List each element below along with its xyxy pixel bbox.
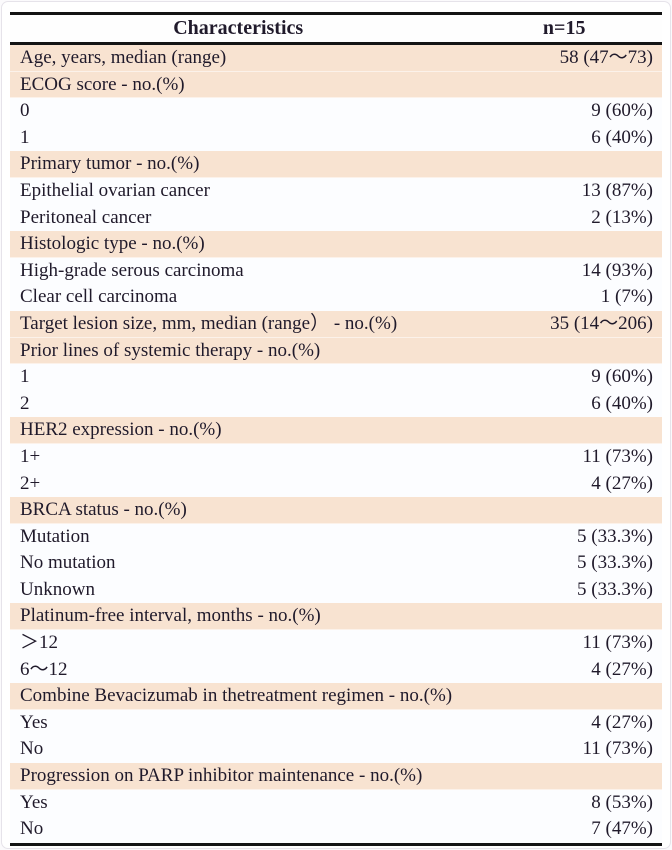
row-label: Yes (20, 711, 48, 733)
row-value (653, 683, 662, 709)
row-label: No (20, 818, 44, 840)
row-value: 35 (14～206) (550, 312, 653, 334)
row-label: 1 (20, 366, 30, 388)
row-value: 11 (73%) (582, 445, 653, 467)
row-label: Yes (20, 791, 48, 813)
row-value: 5 (33.3%) (577, 552, 653, 574)
row-label: Progression on PARP inhibitor maintenanc… (20, 765, 423, 787)
table-row: Platinum-free interval, months - no.(%) (10, 603, 662, 631)
row-value: 8 (53%) (591, 791, 653, 813)
table-header-row: Characteristics n=15 (10, 15, 662, 42)
table-row: 6～12 4 (27%) (10, 656, 662, 684)
row-label: High-grade serous carcinoma (20, 259, 244, 281)
row-label: Histologic type - no.(%) (20, 233, 205, 255)
table-row: No 11 (73%) (10, 736, 662, 764)
row-label: 2+ (20, 472, 41, 494)
header-characteristics: Characteristics (173, 17, 304, 39)
row-value: 11 (73%) (582, 738, 653, 760)
row-label: Prior lines of systemic therapy - no.(%) (20, 339, 321, 361)
table-row: 1+ 11 (73%) (10, 443, 662, 471)
row-label: ECOG score - no.(%) (20, 73, 185, 95)
row-value (653, 151, 662, 177)
table-row: Prior lines of systemic therapy - no.(%) (10, 337, 662, 365)
table-row: Yes 4 (27%) (10, 709, 662, 737)
row-value: 4 (27%) (591, 472, 653, 494)
table-top-rule (10, 12, 662, 15)
row-label: 2 (20, 392, 30, 414)
table-row: Yes 8 (53%) (10, 789, 662, 817)
row-value: 6 (40%) (591, 126, 653, 148)
row-value (653, 417, 662, 443)
row-label: Age, years, median (range) (20, 47, 227, 68)
row-label: 0 (20, 100, 30, 122)
row-label: 1 (20, 126, 30, 148)
table-bottom-rule (10, 842, 662, 846)
row-value: 6 (40%) (591, 392, 653, 414)
row-label: Primary tumor - no.(%) (20, 153, 200, 175)
row-value: 14 (93%) (581, 259, 653, 281)
row-label: Clear cell carcinoma (20, 286, 178, 308)
row-value (653, 338, 662, 364)
table-row: Primary tumor - no.(%) (10, 151, 662, 178)
table-row: No mutation 5 (33.3%) (10, 550, 662, 577)
row-value: 2 (13%) (591, 206, 653, 228)
table-row: Clear cell carcinoma 1 (7%) (10, 284, 662, 311)
row-label: Epithelial ovarian cancer (20, 179, 210, 201)
row-value: 13 (87%) (581, 179, 653, 201)
row-value (653, 231, 662, 257)
row-value: 5 (33.3%) (577, 525, 653, 547)
row-value: 4 (27%) (591, 658, 653, 680)
table-row: Target lesion size, mm, median (range） -… (10, 310, 662, 338)
row-value: 11 (73%) (582, 632, 653, 654)
table-row: Peritoneal cancer 2 (13%) (10, 204, 662, 232)
table-row: HER2 expression - no.(%) (10, 417, 662, 444)
table-row: 1 6 (40%) (10, 124, 662, 152)
row-label: Platinum-free interval, months - no.(%) (20, 605, 321, 627)
table-row: Mutation 5 (33.3%) (10, 523, 662, 551)
row-label: No (20, 738, 44, 760)
row-label: HER2 expression - no.(%) (20, 419, 222, 441)
row-value: 4 (27%) (591, 711, 653, 733)
header-n-count: n=15 (542, 17, 586, 39)
row-label: 1+ (20, 445, 41, 467)
row-label: Mutation (20, 525, 90, 547)
table-row: ＞12 11 (73%) (10, 630, 662, 657)
row-value: 9 (60%) (591, 366, 653, 388)
table-row: ECOG score - no.(%) (10, 71, 662, 99)
row-value: 1 (7%) (600, 286, 653, 308)
table-row: 2+ 4 (27%) (10, 470, 662, 498)
table-row: Age, years, median (range) 58 (47～73) (10, 45, 662, 72)
table-rows: Age, years, median (range) 58 (47～73) EC… (10, 45, 662, 843)
row-value (653, 603, 662, 629)
row-value (653, 497, 662, 523)
table-row: Progression on PARP inhibitor maintenanc… (10, 763, 662, 790)
table-row: Unknown 5 (33.3%) (10, 576, 662, 604)
table-row: BRCA status - no.(%) (10, 497, 662, 524)
table-row: Combine Bevacizumab in thetreatment regi… (10, 683, 662, 710)
row-value (653, 72, 662, 98)
row-label: BRCA status - no.(%) (20, 499, 187, 521)
table-row: High-grade serous carcinoma 14 (93%) (10, 257, 662, 285)
table-row: Epithelial ovarian cancer 13 (87%) (10, 177, 662, 205)
row-value: 9 (60%) (591, 100, 653, 122)
table-row: 1 9 (60%) (10, 364, 662, 391)
row-value: 5 (33.3%) (577, 578, 653, 600)
row-label: Target lesion size, mm, median (range） -… (20, 312, 398, 334)
row-label: Peritoneal cancer (20, 206, 152, 228)
row-label: ＞12 (20, 632, 59, 654)
row-value (653, 763, 662, 789)
row-label: 6～12 (20, 658, 68, 680)
table-row: 0 9 (60%) (10, 98, 662, 125)
characteristics-table: Characteristics n=15 Age, years, median … (10, 12, 662, 846)
row-label: Unknown (20, 578, 95, 600)
table-row: Histologic type - no.(%) (10, 231, 662, 258)
row-label: Combine Bevacizumab in thetreatment regi… (20, 685, 453, 707)
table-header-rule (10, 42, 662, 45)
table-row: No 7 (47%) (10, 816, 662, 843)
row-value: 7 (47%) (591, 818, 653, 840)
row-label: No mutation (20, 552, 116, 574)
row-value: 58 (47～73) (559, 47, 653, 68)
table-row: 2 6 (40%) (10, 390, 662, 418)
